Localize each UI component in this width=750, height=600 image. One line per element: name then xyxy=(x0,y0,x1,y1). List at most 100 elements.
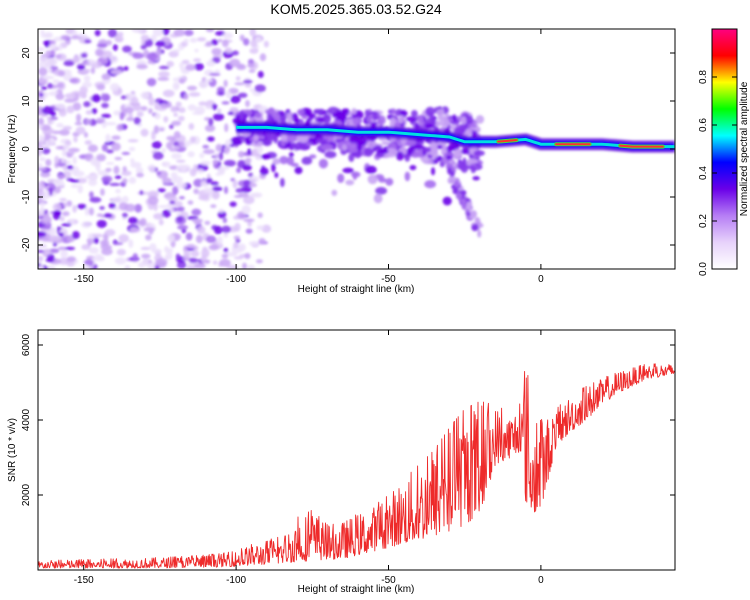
spectrogram-blob xyxy=(244,82,252,88)
spectrogram-blob xyxy=(183,250,191,258)
spectrogram-blob xyxy=(437,144,443,150)
spectrogram-blob xyxy=(52,79,60,84)
spectrogram-blob xyxy=(38,47,46,52)
spectrogram-blob xyxy=(274,172,279,178)
spectrogram-blob xyxy=(61,158,66,163)
spectrogram-blob xyxy=(148,108,153,114)
spectrogram-blob xyxy=(216,86,225,93)
spectrogram-blob xyxy=(80,39,85,44)
spectrogram-blob xyxy=(41,86,47,91)
spectrogram-blob xyxy=(96,84,106,91)
spectrogram-blob xyxy=(40,33,51,39)
spectrogram-blob xyxy=(171,120,182,126)
y-tick-label: 2000 xyxy=(21,483,32,506)
spectrogram-blob xyxy=(121,170,132,176)
spectrogram-blob xyxy=(66,150,75,155)
spectrogram-blob xyxy=(127,217,138,224)
spectrogram-blob xyxy=(231,136,242,146)
spectrogram-blob xyxy=(140,106,148,111)
spectrogram-blob xyxy=(58,232,64,237)
spectrogram-blob xyxy=(212,113,225,121)
spectrogram-blob xyxy=(107,29,118,38)
spectrogram-blob xyxy=(187,104,197,111)
spectrogram-blob xyxy=(195,234,203,244)
spectrogram-blob xyxy=(72,30,78,36)
spectrogram-blob xyxy=(172,81,180,91)
spectrogram-blob xyxy=(428,145,439,156)
spectrogram-blob xyxy=(63,60,75,67)
spectrogram-blob xyxy=(38,255,44,262)
spectrogram-blob xyxy=(38,146,44,155)
spectrogram-blob xyxy=(38,61,47,69)
spectrogram-blob xyxy=(447,167,453,175)
spectrogram-blob xyxy=(230,95,241,104)
spectrogram-blob xyxy=(148,228,154,235)
snr-x-label: Height of straight line (km) xyxy=(298,584,415,595)
spectrogram-blob xyxy=(254,36,263,43)
spectrogram-blob xyxy=(470,165,476,174)
spectrogram-blob xyxy=(84,140,93,145)
spectrogram-blob xyxy=(154,112,161,120)
spectrogram-blob xyxy=(63,202,68,208)
spectrogram-blob xyxy=(39,93,44,97)
spectrogram-blob xyxy=(69,77,81,85)
spectrogram-blob xyxy=(91,174,98,180)
spectrogram-blob xyxy=(159,127,165,132)
spectrogram-blob xyxy=(453,149,461,159)
spectrogram-blob xyxy=(279,177,285,188)
spectrogram-blob xyxy=(185,64,196,71)
spectrogram-blob xyxy=(205,235,216,244)
spectrogram-blob xyxy=(248,241,260,246)
x-tick-label: -100 xyxy=(226,575,246,586)
spectrogram-blob xyxy=(210,181,219,186)
spectrogram-blob xyxy=(263,40,269,48)
spectrogram-blob xyxy=(106,149,114,154)
spectrogram-blob xyxy=(114,35,124,43)
spectrogram-blob xyxy=(122,178,128,184)
spectrogram-blob xyxy=(40,171,51,178)
spectrogram-blob xyxy=(83,75,91,82)
spectrogram-blob xyxy=(72,102,82,111)
spectrogram-blob xyxy=(175,253,181,260)
spectrogram-blob xyxy=(252,192,263,198)
spectrogram-blob xyxy=(229,58,241,68)
spectrogram-blob xyxy=(242,164,252,171)
spectrogram-blob xyxy=(242,38,250,46)
spectrogram-blob xyxy=(64,246,76,251)
spectrogram-blob xyxy=(38,67,48,76)
spectrogram-blob xyxy=(122,212,128,218)
spectrogram-blob xyxy=(424,180,437,189)
spectrogram-blob xyxy=(256,225,265,231)
spectrogram-blob xyxy=(101,175,113,183)
spectrogram-blob xyxy=(461,147,471,155)
spectrogram-blob xyxy=(177,206,185,212)
spectrogram-blob xyxy=(272,158,281,165)
y-tick-label: 6000 xyxy=(21,333,32,356)
spectrogram-blob xyxy=(152,151,164,160)
spectrogram-blob xyxy=(422,147,432,153)
spectrogram-blob xyxy=(233,235,241,240)
spectrogram-blob xyxy=(436,155,443,162)
spectrogram-blob xyxy=(91,94,101,103)
snr-marks xyxy=(38,363,675,569)
spectrogram-blob xyxy=(45,158,52,167)
spectrogram-blob xyxy=(166,60,175,68)
spectrogram-blob xyxy=(171,145,180,150)
spectrogram-blob xyxy=(49,116,58,121)
spectrogram-blob xyxy=(64,98,76,103)
spectrogram-blob xyxy=(350,171,361,178)
spectrogram-blob xyxy=(100,244,113,250)
spectrogram-blob xyxy=(38,167,47,171)
spectrogram-blob xyxy=(259,53,267,62)
spectrogram-blob xyxy=(58,257,70,265)
spectrogram-blob xyxy=(38,77,49,85)
spectrogram-blob xyxy=(227,251,238,257)
spectrogram-blob xyxy=(62,211,70,217)
spectrogram-blob xyxy=(140,34,150,41)
spectrogram-marks xyxy=(38,29,675,269)
spectrogram-blob xyxy=(301,114,308,120)
spectrogram-blob xyxy=(41,147,51,155)
spectrogram-blob xyxy=(152,29,164,37)
spectrogram-blob xyxy=(288,152,294,158)
spectrogram-blob xyxy=(70,184,79,188)
